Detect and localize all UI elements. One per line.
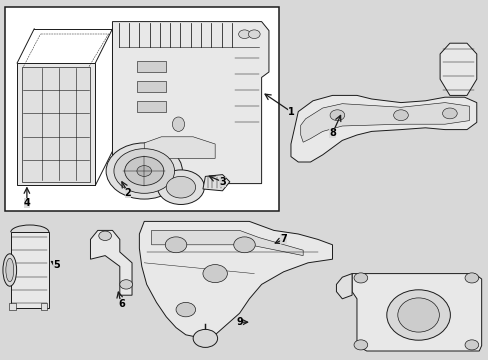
Polygon shape (112, 22, 268, 184)
Polygon shape (351, 274, 481, 351)
Text: 9: 9 (236, 317, 243, 327)
Polygon shape (11, 232, 49, 308)
Bar (137, 81, 166, 92)
Text: 7: 7 (280, 234, 286, 244)
Circle shape (99, 231, 111, 240)
Polygon shape (151, 230, 303, 256)
Circle shape (114, 149, 174, 193)
Circle shape (120, 280, 132, 289)
Circle shape (233, 237, 255, 253)
Circle shape (165, 237, 186, 253)
Circle shape (464, 273, 478, 283)
Circle shape (166, 176, 195, 198)
Polygon shape (439, 43, 476, 95)
Circle shape (124, 157, 163, 185)
Circle shape (193, 329, 217, 347)
Text: 3: 3 (219, 177, 225, 187)
Bar (5, 7, 278, 211)
Circle shape (106, 143, 182, 199)
Ellipse shape (386, 290, 449, 340)
Polygon shape (290, 95, 476, 162)
Bar (137, 61, 166, 72)
Polygon shape (17, 63, 95, 185)
Circle shape (464, 340, 478, 350)
Text: 1: 1 (287, 107, 294, 117)
Polygon shape (336, 274, 351, 299)
Text: 4: 4 (23, 198, 30, 208)
Circle shape (248, 30, 260, 39)
Circle shape (353, 340, 367, 350)
Circle shape (329, 110, 344, 121)
Circle shape (176, 302, 195, 317)
Ellipse shape (6, 258, 14, 282)
Text: 5: 5 (53, 260, 60, 270)
Circle shape (157, 170, 204, 204)
Ellipse shape (3, 254, 17, 286)
Ellipse shape (397, 298, 439, 332)
Polygon shape (139, 221, 332, 338)
Text: 2: 2 (124, 188, 131, 198)
Text: 6: 6 (118, 299, 124, 309)
Circle shape (137, 166, 151, 176)
Bar (137, 101, 166, 112)
Circle shape (393, 110, 407, 121)
Circle shape (442, 108, 456, 119)
Bar (41, 303, 47, 310)
Polygon shape (90, 230, 132, 295)
Polygon shape (300, 103, 468, 142)
Text: 8: 8 (328, 128, 335, 138)
Circle shape (238, 30, 250, 39)
Polygon shape (22, 67, 90, 182)
Polygon shape (203, 175, 229, 191)
Circle shape (203, 265, 227, 283)
Polygon shape (144, 137, 215, 158)
Ellipse shape (172, 117, 184, 131)
Circle shape (353, 273, 367, 283)
Bar (9, 303, 16, 310)
